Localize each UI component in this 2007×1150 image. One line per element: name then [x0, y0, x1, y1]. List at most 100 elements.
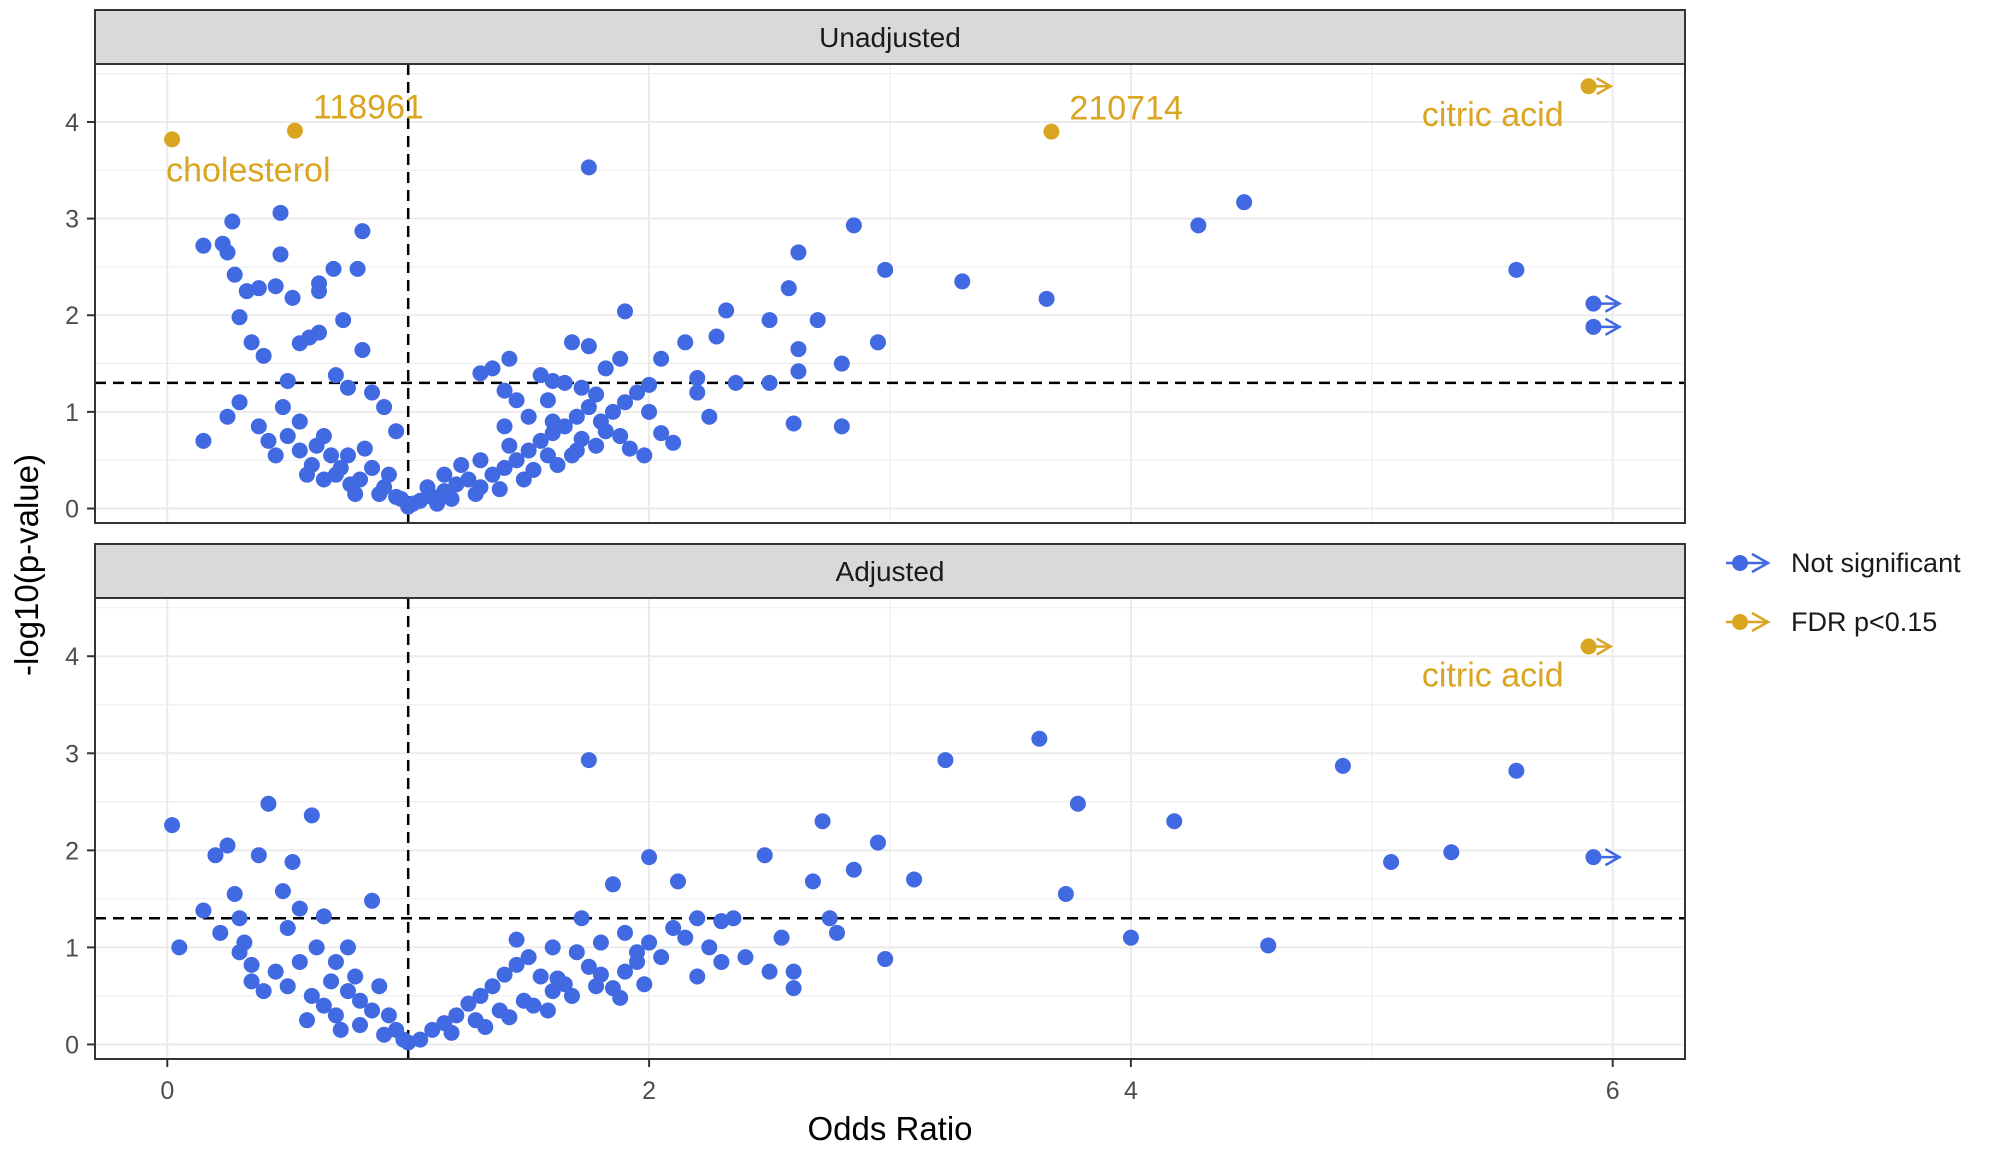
point-not-significant	[255, 983, 272, 1000]
point-not-significant	[347, 486, 364, 503]
point-not-significant	[339, 447, 356, 464]
point-not-significant	[727, 374, 744, 391]
point-not-significant	[303, 987, 320, 1004]
labels-unadjusted: cholesterol 118961 210714 citric acid	[166, 89, 1564, 190]
legend-item-not-significant: Not significant	[1726, 548, 1961, 578]
point-not-significant	[670, 873, 686, 890]
point-not-significant	[701, 408, 718, 425]
point-not-significant	[525, 461, 542, 478]
x-tick-label: 6	[1606, 1077, 1620, 1105]
point-not-significant	[641, 849, 658, 866]
point-not-significant	[629, 384, 646, 401]
y-tick-label: 4	[65, 643, 79, 671]
point-not-significant	[250, 418, 267, 435]
point-not-significant	[790, 244, 807, 261]
point-not-significant	[231, 394, 248, 411]
point-not-significant	[756, 847, 773, 864]
point-label: citric acid	[1422, 96, 1564, 134]
point-not-significant	[539, 1002, 556, 1019]
point-not-significant	[352, 1017, 368, 1034]
point-not-significant	[231, 309, 248, 326]
point-not-significant	[525, 997, 542, 1014]
point-not-significant	[339, 939, 356, 956]
point-not-significant	[219, 244, 236, 261]
point-not-significant	[424, 1021, 441, 1038]
point-not-significant	[629, 944, 646, 961]
point-not-significant	[701, 939, 718, 956]
point-not-significant	[877, 261, 894, 278]
offscale-arrow-not-significant	[1593, 317, 1622, 336]
point-not-significant	[708, 328, 725, 345]
point-not-significant	[250, 280, 267, 297]
point-not-significant	[274, 399, 291, 416]
point-not-significant	[573, 910, 590, 927]
point-not-significant	[354, 223, 371, 240]
point-not-significant	[243, 973, 260, 990]
point-not-significant	[641, 934, 658, 951]
point-not-significant	[718, 302, 735, 319]
point-not-significant	[641, 403, 658, 420]
point-not-significant	[508, 931, 525, 948]
point-not-significant	[689, 968, 706, 985]
point-not-significant	[388, 488, 405, 505]
point-not-significant	[653, 425, 670, 442]
point-not-significant	[588, 386, 605, 403]
x-tick-label: 0	[160, 1077, 174, 1105]
point-not-significant	[829, 924, 845, 941]
point-not-significant	[937, 752, 954, 769]
reference-lines-unadjusted	[95, 64, 1685, 523]
y-tick-label: 0	[65, 496, 79, 524]
y-tick-label: 2	[65, 302, 79, 330]
point-not-significant	[641, 376, 658, 393]
point-not-significant	[279, 978, 296, 995]
point-not-significant	[364, 1002, 381, 1019]
point-not-significant	[1031, 730, 1048, 747]
point-label: 210714	[1069, 90, 1182, 128]
point-label: cholesterol	[166, 151, 330, 189]
point-not-significant	[472, 987, 489, 1004]
point-not-significant	[612, 989, 629, 1006]
point-not-significant	[713, 953, 730, 970]
point-not-significant	[400, 1034, 417, 1051]
point-not-significant	[725, 910, 742, 927]
point-not-significant	[279, 428, 296, 445]
reference-lines-adjusted	[95, 598, 1685, 1059]
point-not-significant	[291, 900, 308, 917]
point-not-significant	[833, 418, 850, 435]
point-not-significant	[195, 902, 212, 919]
point-not-significant	[621, 440, 638, 457]
y-tick-label: 2	[65, 837, 79, 865]
point-not-significant	[325, 260, 342, 277]
point-not-significant	[1508, 762, 1525, 779]
point-not-significant	[255, 347, 272, 364]
point-not-significant	[412, 1031, 429, 1048]
point-not-significant	[520, 408, 537, 425]
point-not-significant	[556, 374, 573, 391]
point-not-significant	[713, 913, 730, 930]
point-not-significant	[617, 394, 633, 411]
point-not-significant	[790, 341, 807, 358]
point-significant	[1043, 123, 1060, 140]
point-not-significant	[291, 413, 308, 430]
x-axis: 0 2 4 6	[160, 1059, 1620, 1105]
point-not-significant	[272, 204, 289, 221]
point-not-significant	[597, 423, 614, 440]
point-not-significant	[845, 861, 862, 878]
point-not-significant	[568, 408, 585, 425]
point-not-significant	[250, 847, 267, 864]
point-not-significant	[617, 303, 633, 320]
point-not-significant	[376, 399, 393, 416]
point-not-significant	[564, 987, 580, 1004]
point-not-significant	[267, 963, 284, 980]
point-not-significant	[1057, 886, 1074, 903]
point-not-significant	[689, 384, 706, 401]
point-not-significant	[597, 360, 614, 377]
x-tick-label: 2	[642, 1077, 656, 1105]
point-not-significant	[460, 471, 477, 488]
point-not-significant	[354, 342, 371, 359]
point-not-significant	[291, 953, 308, 970]
point-not-significant	[617, 924, 633, 941]
point-not-significant	[443, 1024, 460, 1041]
point-not-significant	[1260, 937, 1277, 954]
point-not-significant	[339, 379, 356, 396]
